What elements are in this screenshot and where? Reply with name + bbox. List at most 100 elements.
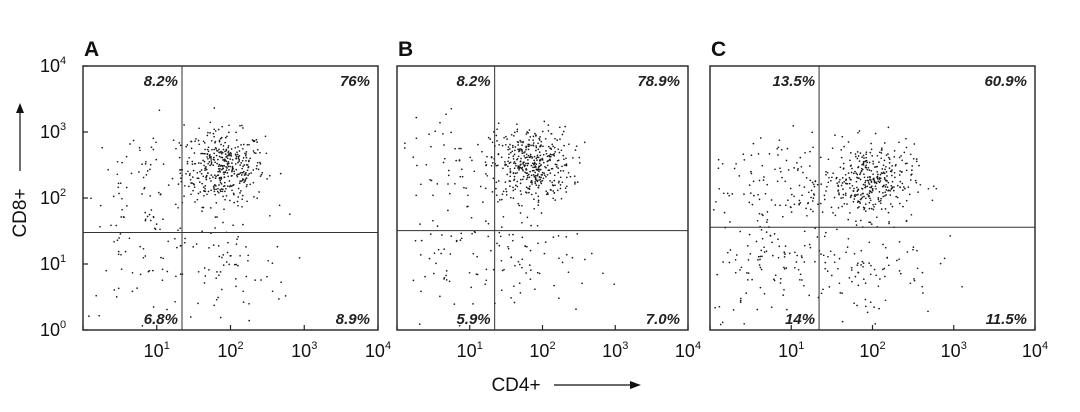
event-dot bbox=[802, 171, 804, 174]
event-dot bbox=[242, 178, 245, 181]
event-dot bbox=[862, 278, 865, 281]
event-dot bbox=[203, 267, 206, 269]
event-dot bbox=[455, 159, 458, 162]
event-dot bbox=[534, 171, 537, 174]
event-dot bbox=[222, 145, 225, 147]
event-dot bbox=[142, 176, 145, 179]
event-dot bbox=[231, 174, 233, 177]
event-dot bbox=[117, 186, 120, 189]
x-tick-label: 103 bbox=[941, 340, 967, 361]
event-dot bbox=[559, 187, 562, 190]
event-dot bbox=[719, 323, 722, 326]
event-dot bbox=[879, 180, 882, 182]
event-dot bbox=[245, 156, 248, 159]
event-dot bbox=[460, 147, 462, 150]
event-dot bbox=[116, 160, 119, 163]
event-dot bbox=[562, 130, 565, 133]
event-dot bbox=[188, 185, 190, 188]
event-dot bbox=[905, 146, 908, 149]
event-dot bbox=[753, 194, 755, 197]
event-dot bbox=[485, 268, 488, 271]
event-dot bbox=[751, 203, 754, 206]
event-dot bbox=[188, 156, 191, 159]
event-dot bbox=[949, 235, 952, 237]
event-dot bbox=[878, 181, 881, 184]
event-dot bbox=[226, 251, 229, 254]
event-dot bbox=[785, 267, 788, 269]
event-dot bbox=[504, 143, 507, 146]
event-dot bbox=[554, 199, 557, 201]
event-dot bbox=[212, 164, 215, 167]
event-dot bbox=[220, 136, 223, 139]
event-dot bbox=[868, 161, 871, 164]
event-dot bbox=[224, 153, 227, 155]
event-dot bbox=[943, 257, 946, 260]
event-dot bbox=[553, 179, 556, 182]
event-dot bbox=[506, 138, 508, 140]
event-dot bbox=[550, 189, 552, 191]
event-dot bbox=[179, 144, 182, 147]
event-dot bbox=[917, 191, 919, 193]
event-dot bbox=[939, 262, 942, 265]
event-dot bbox=[247, 174, 249, 177]
event-dot bbox=[558, 257, 560, 260]
event-dot bbox=[525, 272, 527, 274]
event-dot bbox=[529, 269, 532, 271]
event-dot bbox=[798, 203, 800, 206]
event-dot bbox=[906, 251, 909, 253]
event-dot bbox=[565, 191, 568, 193]
event-dot bbox=[535, 163, 538, 166]
event-dot bbox=[259, 151, 261, 154]
event-dot bbox=[219, 165, 222, 167]
event-dot bbox=[565, 185, 568, 188]
event-dot bbox=[535, 134, 537, 136]
event-dot bbox=[883, 178, 886, 180]
event-dot bbox=[519, 139, 522, 142]
event-dot bbox=[537, 179, 539, 182]
event-dot bbox=[534, 132, 536, 135]
event-dot bbox=[739, 230, 742, 233]
event-dot bbox=[534, 174, 537, 177]
event-dot bbox=[159, 228, 161, 231]
event-dot bbox=[806, 214, 808, 217]
event-dot bbox=[875, 216, 878, 219]
event-dot bbox=[177, 183, 180, 185]
event-dot bbox=[879, 278, 881, 280]
quadrant-percent-lower-left: 6.8% bbox=[144, 311, 178, 328]
event-dot bbox=[538, 170, 540, 173]
event-dot bbox=[894, 176, 896, 179]
event-dot bbox=[539, 154, 542, 157]
event-dot bbox=[895, 195, 898, 198]
event-dot bbox=[249, 183, 252, 186]
event-dot bbox=[868, 241, 871, 244]
event-dot bbox=[790, 211, 793, 213]
event-dot bbox=[219, 271, 222, 273]
event-dot bbox=[935, 187, 938, 190]
event-dot bbox=[807, 191, 810, 194]
event-dot bbox=[533, 169, 535, 172]
event-dot bbox=[575, 308, 577, 310]
event-dot bbox=[139, 149, 141, 152]
event-dot bbox=[215, 277, 218, 280]
event-dot bbox=[219, 188, 222, 191]
event-dot bbox=[212, 158, 215, 161]
event-dot bbox=[560, 197, 563, 200]
event-dot bbox=[565, 157, 567, 160]
event-dot bbox=[514, 264, 516, 267]
event-dot bbox=[487, 136, 490, 139]
event-dot bbox=[543, 172, 546, 175]
event-dot bbox=[514, 146, 517, 148]
event-dot bbox=[236, 175, 239, 178]
event-dot bbox=[229, 151, 232, 154]
event-dot bbox=[842, 167, 845, 170]
event-dot bbox=[256, 148, 259, 151]
event-dot bbox=[539, 158, 542, 161]
event-dot bbox=[790, 206, 792, 209]
event-dot bbox=[842, 193, 845, 196]
event-dot bbox=[425, 163, 428, 166]
event-dot bbox=[784, 253, 786, 255]
event-dot bbox=[763, 246, 765, 249]
event-dot bbox=[804, 151, 806, 154]
event-dot bbox=[884, 195, 886, 197]
event-dot bbox=[809, 246, 812, 249]
